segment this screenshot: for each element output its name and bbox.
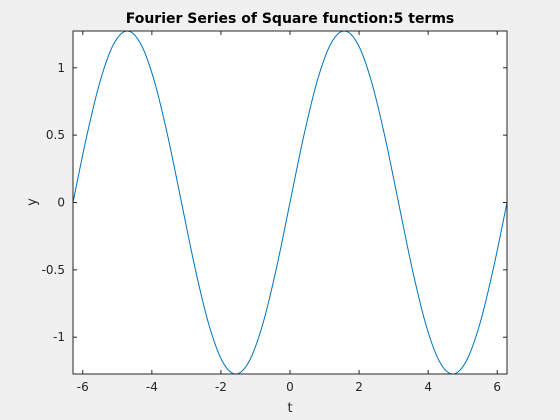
y-tick-label: -0.5 <box>42 263 65 277</box>
y-tick-label: 1 <box>57 61 65 75</box>
y-tick-label: 0.5 <box>46 128 65 142</box>
x-tick-label: 2 <box>355 380 363 394</box>
x-tick-label: -4 <box>146 380 158 394</box>
y-axis-label: y <box>25 198 40 206</box>
series-line <box>72 30 508 375</box>
x-axis-label: t <box>287 401 292 416</box>
chart-title: Fourier Series of Square function:5 term… <box>126 11 455 27</box>
data-layer <box>72 30 508 375</box>
x-tick-label: -6 <box>77 380 89 394</box>
x-tick-label: -2 <box>215 380 227 394</box>
x-tick-label: 6 <box>493 380 501 394</box>
y-tick-label: -1 <box>53 330 65 344</box>
x-tick-label: 0 <box>286 380 294 394</box>
x-tick-label: 4 <box>424 380 432 394</box>
ticks-layer: -6 -4 -2 0 2 4 6 -1 -0.5 0 0.5 1 <box>42 31 507 394</box>
y-tick-label: 0 <box>57 196 65 210</box>
